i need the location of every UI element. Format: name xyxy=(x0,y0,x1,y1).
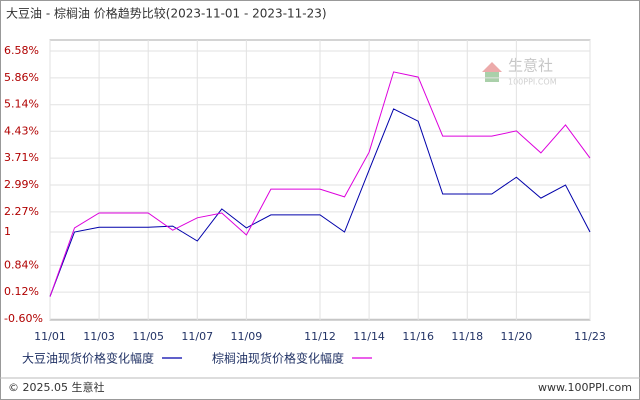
y-tick-label: 6.58% xyxy=(4,44,39,57)
x-tick-label: 11/18 xyxy=(451,330,483,343)
x-tick-label: 11/09 xyxy=(231,330,263,343)
y-tick-label: 2.27% xyxy=(4,205,39,218)
y-tick-label: 3.71% xyxy=(4,151,39,164)
logo-icon xyxy=(485,72,499,82)
x-tick-label: 11/14 xyxy=(353,330,385,343)
y-tick-label: -0.60% xyxy=(4,312,43,325)
footer-right: www.100PPI.com xyxy=(538,381,632,394)
x-tick-label: 11/12 xyxy=(304,330,336,343)
x-tick-label: 11/23 xyxy=(574,330,606,343)
footer-left: © 2025.05 生意社 xyxy=(8,380,104,394)
y-tick-label: 5.86% xyxy=(4,71,39,84)
series-line xyxy=(49,108,591,297)
chart-title: 大豆油 - 棕榈油 价格趋势比较(2023-11-01 - 2023-11-23… xyxy=(6,6,327,21)
watermark-sub: 100PPI.COM xyxy=(508,78,557,87)
series-line xyxy=(49,71,591,297)
y-tick-label: 2.99% xyxy=(4,178,39,191)
x-tick-label: 11/03 xyxy=(83,330,115,343)
watermark-logo: 生意社 100PPI.COM xyxy=(482,57,557,87)
watermark: 生意社 xyxy=(508,57,553,75)
y-tick-label: 0.84% xyxy=(4,258,39,271)
x-tick-label: 11/01 xyxy=(34,330,66,343)
y-tick-label: 5.14% xyxy=(4,98,39,111)
logo-icon xyxy=(482,62,502,72)
legend-label: 棕榈油现货价格变化幅度 xyxy=(212,351,344,366)
x-tick-label: 11/16 xyxy=(402,330,434,343)
x-tick-label: 11/20 xyxy=(501,330,533,343)
legend-label: 大豆油现货价格变化幅度 xyxy=(22,351,154,366)
y-tick-label: 4.43% xyxy=(4,124,39,137)
y-tick-label: 1 xyxy=(4,225,11,238)
x-tick-label: 11/05 xyxy=(132,330,164,343)
y-tick-label: 0.12% xyxy=(4,285,39,298)
x-tick-label: 11/07 xyxy=(181,330,213,343)
